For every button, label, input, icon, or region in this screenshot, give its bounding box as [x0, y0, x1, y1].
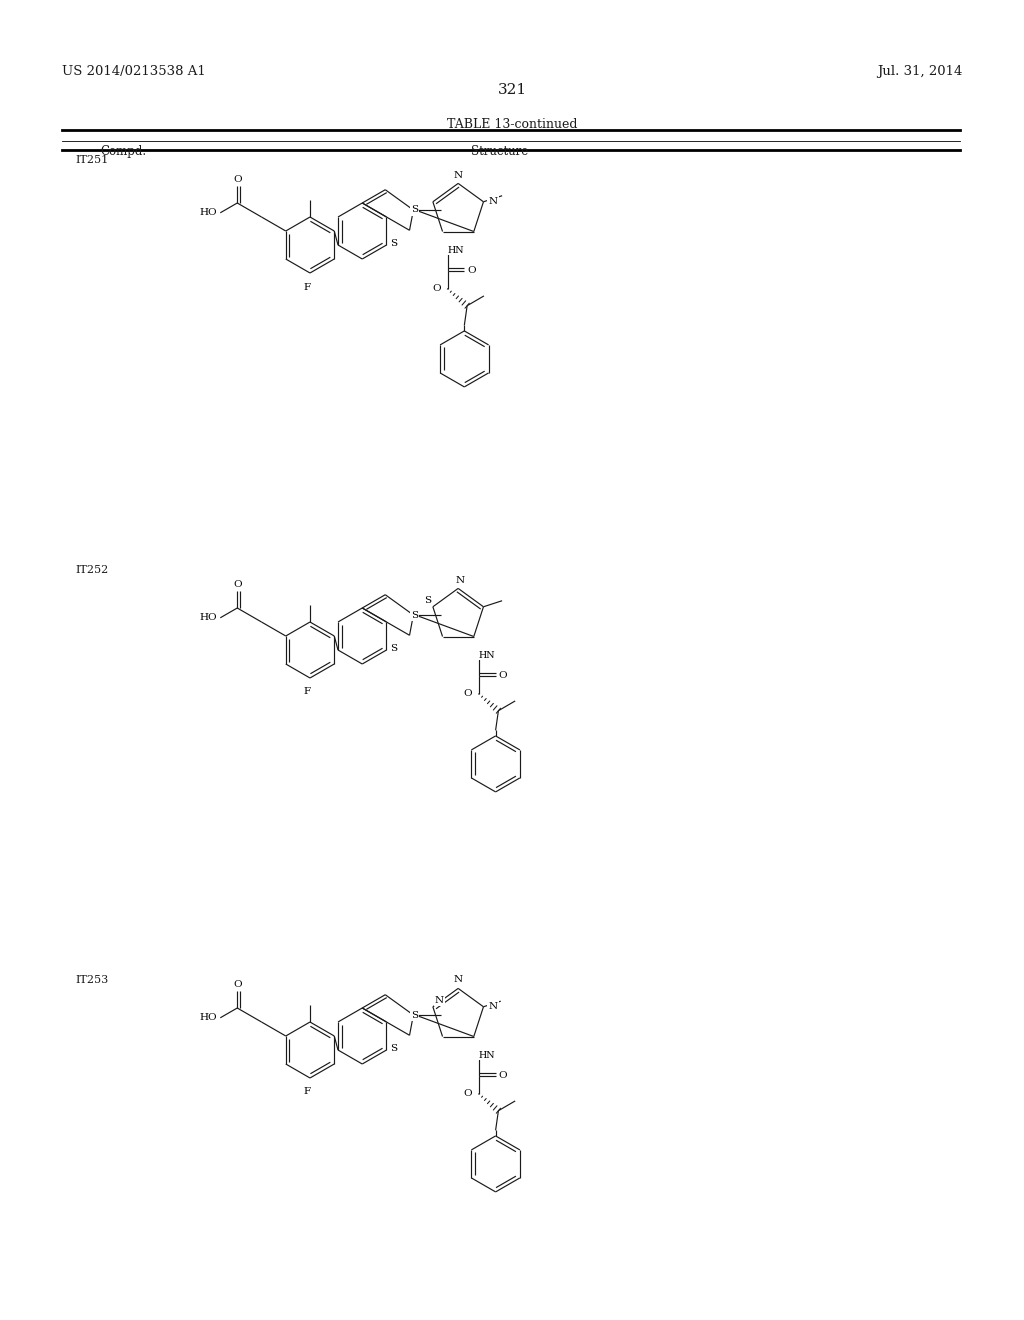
Text: HO: HO: [200, 1014, 217, 1022]
Text: F: F: [303, 688, 310, 697]
Text: S: S: [411, 1011, 418, 1019]
Text: Structure: Structure: [471, 145, 528, 158]
Text: O: O: [463, 1089, 472, 1098]
Text: HN: HN: [479, 1051, 496, 1060]
Text: O: O: [499, 1072, 507, 1080]
Text: N: N: [454, 172, 463, 181]
Text: TABLE 13-continued: TABLE 13-continued: [446, 117, 578, 131]
Text: Jul. 31, 2014: Jul. 31, 2014: [877, 65, 962, 78]
Text: HO: HO: [200, 614, 217, 622]
Text: F: F: [303, 1088, 310, 1097]
Text: N: N: [435, 995, 444, 1005]
Text: S: S: [390, 239, 397, 248]
Text: O: O: [232, 981, 242, 989]
Text: O: O: [432, 284, 440, 293]
Text: N: N: [488, 1002, 498, 1011]
Text: HN: HN: [479, 651, 496, 660]
Text: IT252: IT252: [75, 565, 109, 576]
Text: O: O: [463, 689, 472, 698]
Text: O: O: [467, 267, 476, 275]
Text: S: S: [411, 206, 418, 214]
Text: IT251: IT251: [75, 154, 109, 165]
Text: O: O: [232, 581, 242, 589]
Text: HN: HN: [447, 246, 464, 255]
Text: 321: 321: [498, 83, 526, 96]
Text: Compd.: Compd.: [100, 145, 146, 158]
Text: N: N: [456, 577, 465, 585]
Text: O: O: [499, 671, 507, 680]
Text: S: S: [411, 610, 418, 619]
Text: S: S: [424, 595, 431, 605]
Text: HO: HO: [200, 209, 217, 218]
Text: US 2014/0213538 A1: US 2014/0213538 A1: [62, 65, 206, 78]
Text: N: N: [488, 197, 498, 206]
Text: O: O: [232, 176, 242, 185]
Text: IT253: IT253: [75, 975, 109, 985]
Text: S: S: [390, 1044, 397, 1053]
Text: S: S: [390, 644, 397, 653]
Text: F: F: [303, 282, 310, 292]
Text: N: N: [454, 975, 463, 985]
